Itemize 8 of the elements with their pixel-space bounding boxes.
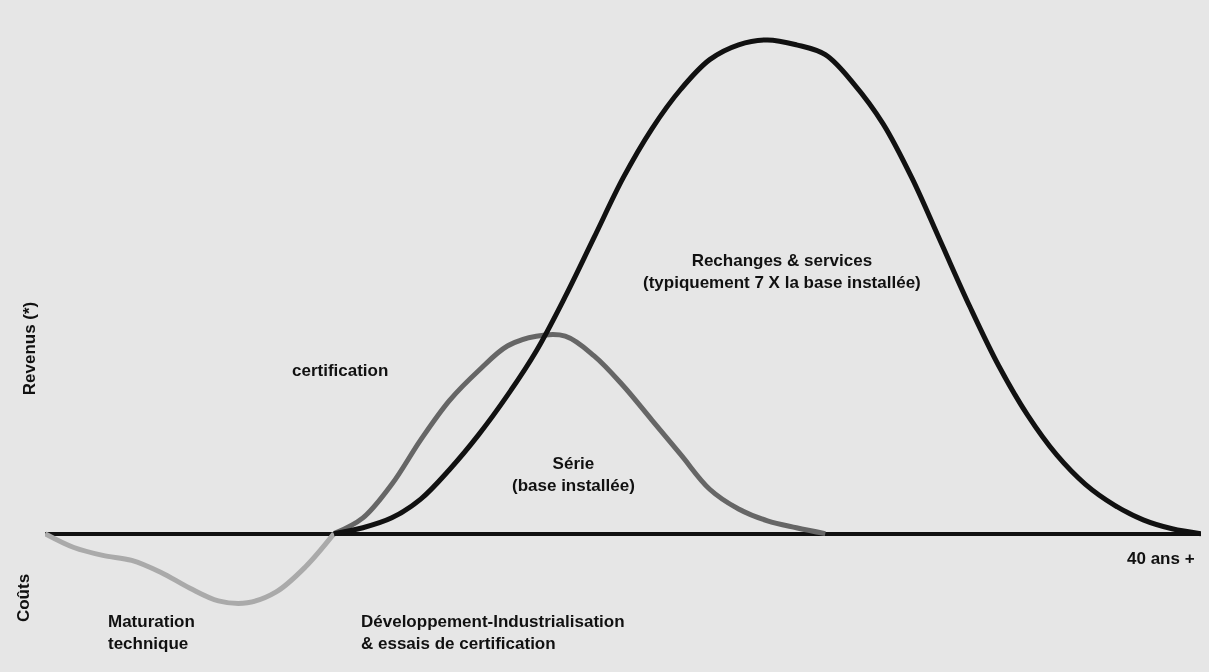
y-axis-title: Revenus (*) <box>19 301 39 396</box>
text: Coûts <box>14 573 34 623</box>
annotation: Série (base installée) <box>512 454 635 496</box>
annotation: certification <box>292 361 389 380</box>
text: Maturation technique <box>108 612 195 654</box>
annotation: Rechanges & services (typiquement 7 X la base installée) <box>643 251 921 293</box>
text: Développement-Industrialisation & essais de certification <box>361 612 625 654</box>
annotation: 40 ans + <box>1127 549 1195 568</box>
